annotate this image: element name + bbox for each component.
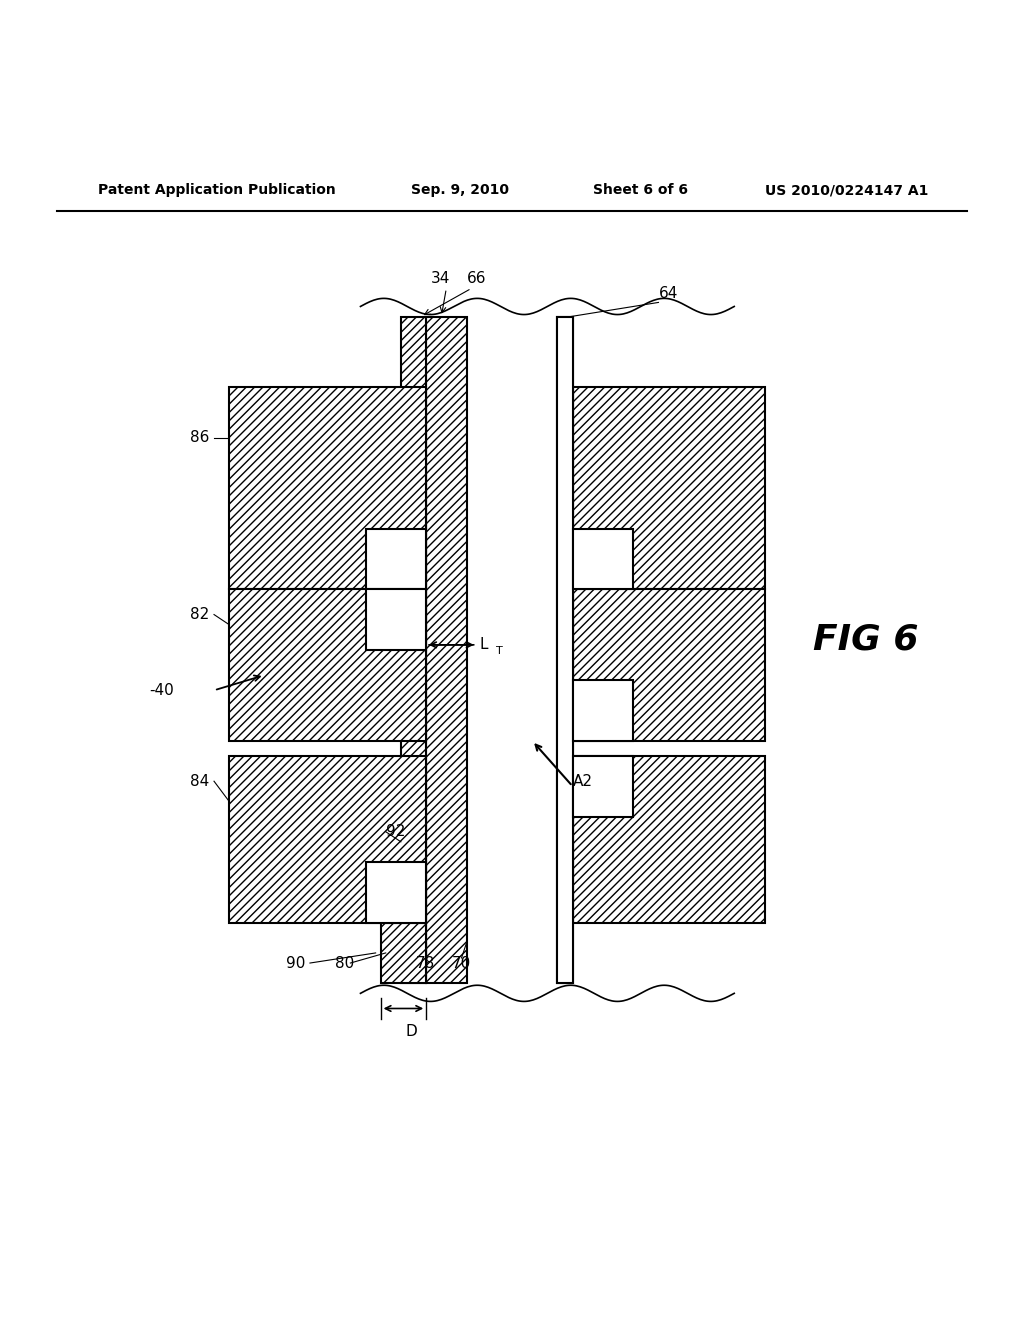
Text: Sep. 9, 2010: Sep. 9, 2010 xyxy=(411,183,509,197)
Polygon shape xyxy=(366,862,426,923)
Text: T: T xyxy=(496,645,503,656)
Polygon shape xyxy=(229,756,426,923)
Text: FIG 6: FIG 6 xyxy=(813,623,919,657)
Text: 64: 64 xyxy=(658,286,678,301)
Text: 78: 78 xyxy=(416,956,435,970)
Text: 84: 84 xyxy=(189,774,209,789)
Polygon shape xyxy=(572,756,765,923)
Polygon shape xyxy=(229,589,426,741)
Polygon shape xyxy=(229,387,426,589)
Polygon shape xyxy=(366,589,426,649)
Polygon shape xyxy=(572,589,765,741)
Text: 80: 80 xyxy=(335,956,354,970)
Text: 66: 66 xyxy=(467,271,486,286)
Text: Patent Application Publication: Patent Application Publication xyxy=(98,183,336,197)
Text: L: L xyxy=(479,638,488,652)
Polygon shape xyxy=(366,529,426,589)
Polygon shape xyxy=(426,317,467,983)
Text: 90: 90 xyxy=(286,956,305,970)
Polygon shape xyxy=(572,756,633,817)
Text: D: D xyxy=(406,1024,417,1039)
Text: Sheet 6 of 6: Sheet 6 of 6 xyxy=(593,183,688,197)
Text: 82: 82 xyxy=(189,607,209,622)
Polygon shape xyxy=(572,680,633,741)
Text: 34: 34 xyxy=(431,271,451,286)
Polygon shape xyxy=(381,923,426,983)
Bar xyxy=(557,317,572,983)
Text: 70: 70 xyxy=(452,956,471,970)
Text: 86: 86 xyxy=(189,430,209,445)
Text: -40: -40 xyxy=(148,682,174,698)
Polygon shape xyxy=(400,317,426,983)
Text: US 2010/0224147 A1: US 2010/0224147 A1 xyxy=(765,183,928,197)
Text: 92: 92 xyxy=(386,824,406,840)
Polygon shape xyxy=(572,387,765,589)
Text: A2: A2 xyxy=(572,774,593,789)
Polygon shape xyxy=(572,529,633,589)
Polygon shape xyxy=(557,317,572,983)
